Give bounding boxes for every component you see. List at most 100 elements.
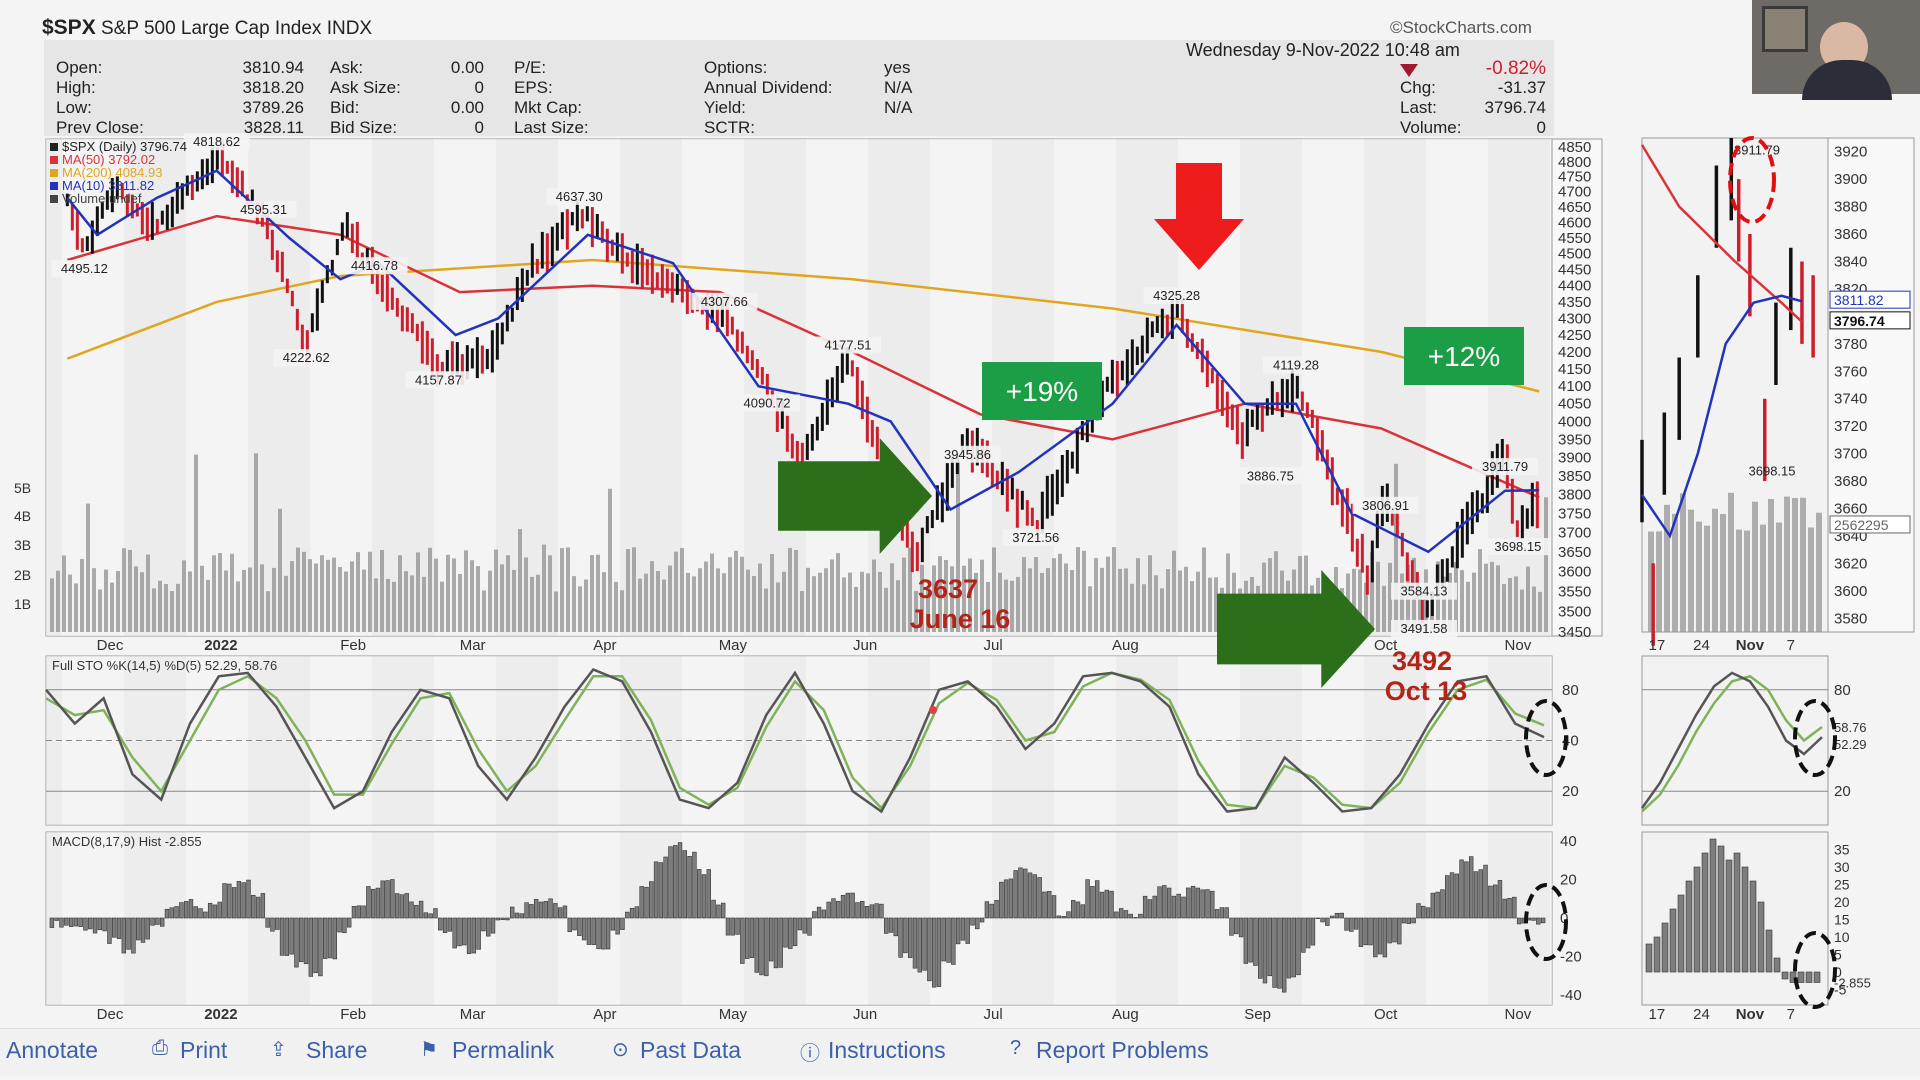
- macd-hist-bar: [701, 874, 707, 919]
- volume-bar: [1028, 568, 1032, 632]
- mini-tick-label: 3860: [1834, 226, 1867, 243]
- mini-volume-bar: [1816, 512, 1822, 632]
- volume-bar: [134, 566, 138, 632]
- low-value: 3789.26: [242, 98, 304, 117]
- mini-macd-bar: [1757, 901, 1765, 973]
- highlight-circle: [1793, 699, 1837, 777]
- macd-hist-bar: [888, 917, 894, 933]
- low-date-oct: Oct 13: [1385, 676, 1468, 706]
- print-link[interactable]: Print: [180, 1037, 228, 1063]
- macd-hist-bar: [1253, 917, 1258, 966]
- volume-bar: [740, 556, 744, 632]
- volume-bar: [890, 563, 894, 632]
- volume-bar: [188, 571, 192, 632]
- volume-bar: [1400, 573, 1404, 632]
- price-axis-strip: [1551, 138, 1603, 637]
- macd-hist-bar: [1473, 871, 1479, 919]
- mini-volume-bar: [1744, 530, 1750, 632]
- volume-tick-label: 1B: [14, 596, 31, 612]
- macd-month-label: Dec: [97, 1006, 124, 1023]
- macd-hist-bar: [1090, 886, 1095, 919]
- volume-bar: [476, 566, 480, 632]
- price-label: 4818.62: [193, 134, 240, 149]
- volume-bar: [1208, 577, 1212, 632]
- macd-hist-bar: [59, 917, 64, 928]
- volume-bar: [1226, 553, 1230, 632]
- price-tick-label: 4800: [1558, 154, 1591, 171]
- mini-macd-bar: [1765, 929, 1773, 973]
- price-tick-label: 4150: [1558, 361, 1591, 378]
- macd-hist-bar: [884, 917, 889, 934]
- macd-hist-bar: [812, 911, 817, 919]
- price-label: 4416.78: [351, 258, 398, 273]
- volume-bar: [656, 571, 660, 632]
- macd-hist-bar: [92, 917, 98, 934]
- red-highlight-circle: [1728, 136, 1776, 224]
- permalink-link[interactable]: Permalink: [452, 1037, 555, 1063]
- volume-bar: [1040, 573, 1044, 632]
- macd-hist-bar: [524, 902, 529, 919]
- macd-tick-label: 0: [1560, 910, 1568, 927]
- gain-box-12: [1404, 327, 1524, 385]
- macd-hist-bar: [994, 900, 999, 919]
- macd-hist-bar: [845, 892, 851, 919]
- macd-hist-bar: [1080, 904, 1085, 919]
- macd-hist-bar: [193, 906, 198, 919]
- volume-bar: [506, 555, 510, 632]
- mini-tick-label: 3780: [1834, 336, 1867, 353]
- price-label-bg: [1472, 458, 1539, 476]
- price-label-bg: [691, 292, 758, 310]
- macd-hist-bar: [217, 901, 222, 919]
- macd-hist-bar: [433, 908, 438, 919]
- share-link[interactable]: Share: [306, 1037, 368, 1063]
- macd-hist-bar: [121, 917, 127, 954]
- volume-bar: [254, 453, 258, 632]
- volume-bar: [962, 565, 966, 632]
- volume-bar: [1160, 588, 1164, 632]
- macd-hist-bar: [112, 917, 117, 938]
- mini-value-tag-text: 3796.74: [1834, 313, 1885, 329]
- pct-change: -0.82%: [1485, 58, 1546, 79]
- price-label: 3911.79: [1482, 459, 1528, 474]
- macd-hist-bar: [198, 908, 203, 919]
- volume-bar: [902, 557, 906, 632]
- volume-bar: [1058, 553, 1062, 632]
- annotate-link[interactable]: Annotate: [6, 1037, 99, 1063]
- macd-hist-bar: [385, 880, 390, 919]
- macd-hist-bar: [788, 917, 793, 949]
- macd-hist-bar: [773, 917, 779, 969]
- volume-bar: [512, 569, 516, 632]
- macd-hist-bar: [227, 883, 232, 919]
- instructions-link[interactable]: Instructions: [828, 1037, 946, 1063]
- report-problems-link[interactable]: Report Problems: [1036, 1037, 1209, 1063]
- price-tick-label: 3450: [1558, 624, 1591, 641]
- macd-hist-bar: [860, 900, 865, 919]
- index-name: S&P 500 Large Cap Index: [100, 18, 322, 39]
- macd-hist-bar: [174, 906, 179, 919]
- volume-bar: [416, 552, 420, 632]
- mini-value-tag: [1829, 290, 1911, 309]
- volume-bar: [1148, 555, 1152, 632]
- volume-bar: [1514, 576, 1518, 632]
- volume-bar: [938, 556, 942, 632]
- volume-bar: [1070, 570, 1074, 632]
- volume-bar: [86, 503, 90, 632]
- macd-hist-bar: [476, 917, 481, 950]
- macd-hist-bar: [706, 869, 711, 919]
- mini-volume-bar: [1760, 524, 1766, 632]
- macd-hist-bar: [1363, 917, 1368, 946]
- mini-sto-tick-label: 80: [1834, 682, 1851, 699]
- mini-x-label: Nov: [1736, 637, 1765, 654]
- price-label-bg: [1352, 496, 1419, 514]
- macd-hist-bar: [1310, 917, 1316, 946]
- past-data-link[interactable]: Past Data: [640, 1037, 741, 1063]
- macd-hist-bar: [236, 881, 242, 919]
- highlight-circle: [1524, 699, 1568, 777]
- macd-hist-bar: [965, 917, 970, 944]
- volume-bar: [314, 563, 318, 632]
- macd-hist-bar: [735, 917, 740, 935]
- macd-month-label: Jul: [984, 1006, 1003, 1023]
- volume-bar: [1358, 569, 1362, 632]
- volume-bar: [1082, 550, 1086, 632]
- macd-hist-bar: [126, 917, 131, 950]
